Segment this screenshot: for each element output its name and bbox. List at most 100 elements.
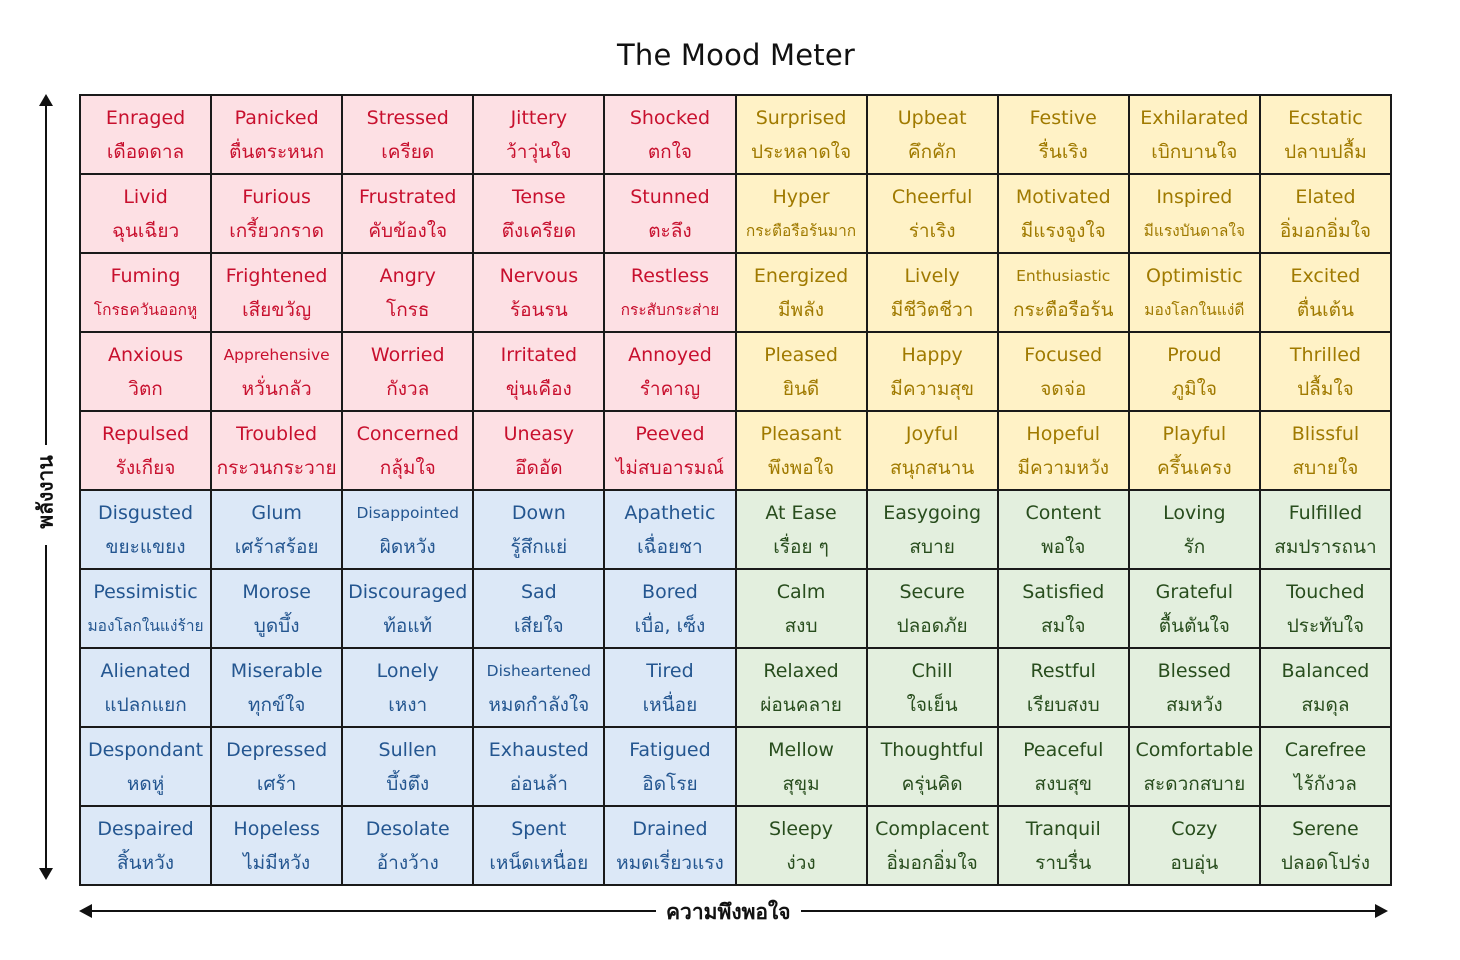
mood-thai-label: ไม่มีหวัง [243, 851, 311, 874]
mood-thai-label: บึ้งตึง [386, 772, 430, 795]
mood-cell-exhausted: Exhausted อ่อนล้า [474, 728, 604, 805]
mood-cell-festive: Festive รื่นเริง [998, 96, 1128, 173]
mood-english-label: Despondant [87, 738, 204, 761]
mood-thai-label: สมปรารถนา [1274, 535, 1377, 558]
mood-cell-pleasant: Pleasant พึงพอใจ [736, 412, 866, 489]
mood-cell-miserable: Miserable ทุกข์ใจ [212, 649, 342, 726]
mood-english-label: Proud [1167, 343, 1222, 366]
mood-cell-at-ease: At Ease เรื่อย ๆ [736, 491, 866, 568]
mood-cell-content: Content พอใจ [998, 491, 1128, 568]
mood-thai-label: อ้างว้าง [376, 851, 439, 874]
mood-meter-grid: Enraged เดือดดาล Panicked ตื่นตระหนก Stresse… [79, 94, 1392, 886]
mood-thai-label: มีแรงบันดาลใจ [1143, 221, 1246, 240]
mood-thai-label: เสียใจ [514, 614, 564, 637]
mood-english-label: Relaxed [763, 659, 839, 682]
mood-cell-focused: Focused จดจ่อ [998, 333, 1128, 410]
mood-thai-label: ขยะแขยง [105, 535, 186, 558]
mood-thai-label: โกรธควันออกหู [93, 300, 198, 319]
mood-cell-frustrated: Frustrated คับข้องใจ [343, 175, 473, 252]
arrow-up-icon [39, 94, 53, 106]
mood-thai-label: มีพลัง [778, 298, 825, 321]
mood-cell-proud: Proud ภูมิใจ [1129, 333, 1259, 410]
mood-thai-label: ปลอดโปร่ง [1280, 851, 1371, 874]
mood-english-label: Hopeless [233, 817, 320, 840]
mood-cell-alienated: Alienated แปลกแยก [81, 649, 211, 726]
mood-english-label: Energized [753, 264, 849, 287]
mood-english-label: Bored [642, 580, 698, 603]
mood-thai-label: สุขุม [782, 772, 820, 795]
mood-english-label: Elated [1295, 185, 1356, 208]
mood-thai-label: เกรี้ยวกราด [229, 219, 324, 242]
mood-cell-lonely: Lonely เหงา [343, 649, 473, 726]
mood-english-label: Blessed [1157, 659, 1232, 682]
mood-cell-happy: Happy มีความสุข [867, 333, 997, 410]
mood-thai-label: เรียบสงบ [1026, 693, 1100, 716]
mood-cell-tired: Tired เหนื่อย [605, 649, 735, 726]
mood-thai-label: อบอุ่น [1170, 851, 1219, 874]
mood-english-label: Touched [1286, 580, 1365, 603]
mood-cell-sleepy: Sleepy ง่วง [736, 807, 866, 884]
mood-cell-energized: Energized มีพลัง [736, 254, 866, 331]
mood-english-label: Despaired [97, 817, 194, 840]
mood-english-label: Optimistic [1146, 264, 1243, 287]
mood-cell-optimistic: Optimistic มองโลกในแง่ดี [1129, 254, 1259, 331]
mood-thai-label: ร้อนรน [509, 298, 568, 321]
mood-thai-label: สนุกสนาน [889, 456, 975, 479]
mood-cell-drained: Drained หมดเรี่ยวแรง [605, 807, 735, 884]
mood-thai-label: ตะลึง [648, 219, 692, 242]
mood-english-label: Anxious [107, 343, 184, 366]
vertical-axis-label-background [28, 445, 64, 545]
mood-cell-stunned: Stunned ตะลึง [605, 175, 735, 252]
mood-thai-label: กระตือรือร้นมาก [745, 221, 857, 240]
mood-english-label: Restless [630, 264, 710, 287]
mood-thai-label: เหงา [388, 693, 428, 716]
mood-english-label: Hyper [772, 185, 830, 208]
mood-thai-label: ขุ่นเคือง [505, 377, 572, 400]
mood-english-label: Angry [379, 264, 436, 287]
mood-thai-label: สะดวกสบาย [1143, 772, 1246, 795]
mood-english-label: Tense [511, 185, 566, 208]
mood-english-label: Livid [123, 185, 168, 208]
mood-english-label: Frustrated [359, 185, 457, 208]
mood-english-label: Serene [1292, 817, 1359, 840]
mood-thai-label: เครียด [381, 140, 435, 163]
mood-english-label: Cozy [1171, 817, 1218, 840]
mood-english-label: Down [511, 501, 566, 524]
mood-english-label: Upbeat [897, 106, 967, 129]
mood-thai-label: รัก [1183, 535, 1206, 558]
mood-cell-touched: Touched ประทับใจ [1260, 570, 1390, 647]
mood-thai-label: ปลื้มใจ [1297, 377, 1354, 400]
mood-thai-label: สบายใจ [1292, 456, 1359, 479]
mood-english-label: At Ease [765, 501, 837, 524]
mood-english-label: Pleased [764, 343, 838, 366]
mood-thai-label: มีแรงจูงใจ [1020, 219, 1106, 242]
mood-thai-label: กลุ้มใจ [379, 456, 436, 479]
mood-english-label: Drained [632, 817, 708, 840]
mood-english-label: Focused [1024, 343, 1103, 366]
mood-english-label: Sleepy [769, 817, 834, 840]
mood-english-label: Secure [899, 580, 965, 603]
mood-cell-easygoing: Easygoing สบาย [867, 491, 997, 568]
mood-cell-blissful: Blissful สบายใจ [1260, 412, 1390, 489]
mood-thai-label: สบาย [909, 535, 955, 558]
mood-cell-chill: Chill ใจเย็น [867, 649, 997, 726]
mood-cell-concerned: Concerned กลุ้มใจ [343, 412, 473, 489]
mood-cell-disappointed: Disappointed ผิดหวัง [343, 491, 473, 568]
mood-thai-label: ผิดหวัง [379, 535, 436, 558]
mood-english-label: Disheartened [486, 661, 592, 680]
mood-english-label: Cheerful [891, 185, 973, 208]
mood-cell-satisfied: Satisfied สมใจ [998, 570, 1128, 647]
mood-cell-pessimistic: Pessimistic มองโลกในแง่ร้าย [81, 570, 211, 647]
mood-cell-carefree: Carefree ไร้กังวล [1260, 728, 1390, 805]
mood-thai-label: ยินดี [782, 377, 820, 400]
mood-cell-angry: Angry โกรธ [343, 254, 473, 331]
mood-english-label: Lively [904, 264, 960, 287]
mood-thai-label: รำคาญ [639, 377, 701, 400]
mood-english-label: Apprehensive [223, 345, 330, 364]
page-title: The Mood Meter [616, 38, 856, 72]
mood-cell-fulfilled: Fulfilled สมปรารถนา [1260, 491, 1390, 568]
mood-cell-motivated: Motivated มีแรงจูงใจ [998, 175, 1128, 252]
mood-cell-ecstatic: Ecstatic ปลาบปลื้ม [1260, 96, 1390, 173]
mood-thai-label: หดหู่ [126, 772, 165, 795]
mood-cell-disheartened: Disheartened หมดกำลังใจ [474, 649, 604, 726]
